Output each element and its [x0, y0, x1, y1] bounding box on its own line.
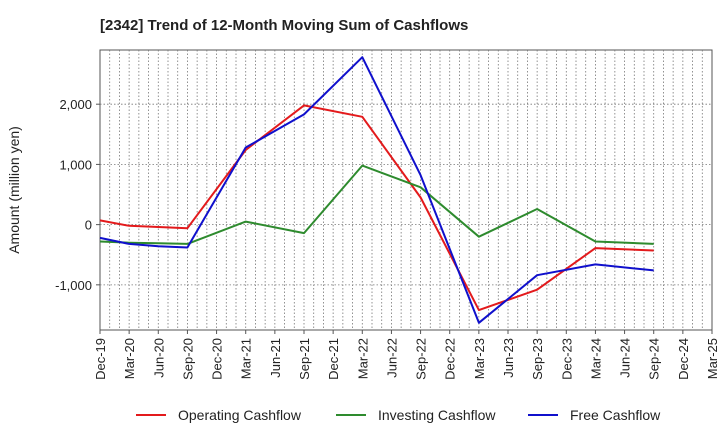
y-axis-ticks: 2,000 1,000 0 -1,000 [55, 97, 100, 293]
gridlines [100, 50, 712, 330]
x-tick-label: Sep-23 [530, 338, 545, 380]
plot-area [99, 49, 713, 331]
y-tick-label: 1,000 [59, 157, 92, 172]
x-tick-label: Sep-24 [647, 338, 662, 380]
series-line-free-cashflow [99, 56, 654, 324]
legend-label: Operating Cashflow [178, 407, 302, 423]
y-tick-label: -1,000 [55, 278, 92, 293]
series-line-investing-cashflow [99, 164, 654, 245]
x-tick-label: Mar-25 [705, 338, 720, 379]
y-axis-title: Amount (million yen) [6, 126, 22, 254]
x-tick-label: Dec-24 [676, 338, 691, 380]
series-line-operating-cashflow [99, 104, 654, 312]
x-tick-label: Mar-20 [122, 338, 137, 379]
x-tick-label: Jun-22 [384, 338, 399, 378]
x-tick-label: Jun-23 [501, 338, 516, 378]
y-tick-label: 0 [85, 218, 92, 233]
x-tick-label: Jun-21 [268, 338, 283, 378]
x-tick-label: Sep-21 [297, 338, 312, 380]
series-lines [99, 56, 654, 324]
chart-title: [2342] Trend of 12-Month Moving Sum of C… [100, 17, 468, 34]
legend: Operating Cashflow Investing Cashflow Free… [136, 407, 661, 423]
x-tick-label: Jun-20 [151, 338, 166, 378]
y-tick-label: 2,000 [59, 97, 92, 112]
x-tick-label: Mar-23 [472, 338, 487, 379]
x-tick-label: Sep-22 [414, 338, 429, 380]
x-tick-label: Dec-22 [443, 338, 458, 380]
x-tick-label: Dec-20 [210, 338, 225, 380]
legend-label: Free Cashflow [570, 407, 661, 423]
x-tick-label: Dec-19 [93, 338, 108, 380]
x-tick-label: Sep-20 [180, 338, 195, 380]
x-tick-label: Dec-23 [559, 338, 574, 380]
x-tick-label: Dec-21 [326, 338, 341, 380]
x-tick-label: Mar-21 [239, 338, 254, 379]
x-axis-ticks: Dec-19 Mar-20 Jun-20 Sep-20 Dec-20 Mar-21 Jun-… [93, 330, 720, 380]
legend-label: Investing Cashflow [378, 407, 496, 423]
x-tick-label: Mar-22 [355, 338, 370, 379]
x-tick-label: Jun-24 [618, 338, 633, 378]
x-tick-label: Mar-24 [588, 338, 603, 379]
